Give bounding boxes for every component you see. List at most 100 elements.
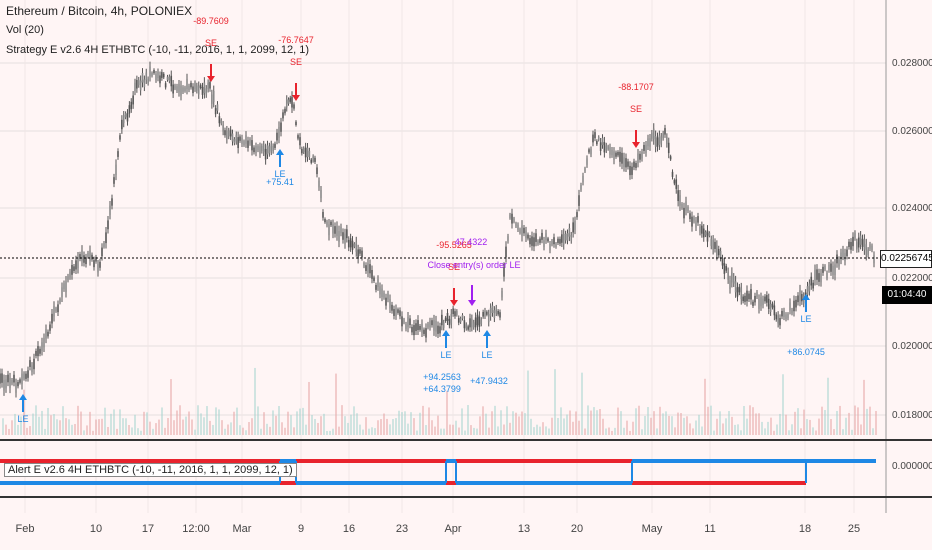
volume-bar	[11, 420, 13, 435]
strategy-legend[interactable]: Strategy E v2.6 4H ETHBTC (-10, -11, 201…	[6, 44, 310, 56]
volume-bar	[17, 424, 19, 435]
candle-body	[499, 312, 501, 318]
volume-bar	[167, 418, 169, 435]
volume-bar	[647, 407, 649, 435]
candle-body	[346, 229, 348, 239]
candle-body	[377, 279, 379, 288]
candle-body	[489, 307, 492, 317]
volume-bar	[458, 427, 460, 435]
candle-body	[844, 252, 846, 262]
volume-bar	[245, 430, 247, 435]
candle-body	[132, 95, 134, 105]
volume-bar	[464, 430, 466, 435]
volume-bar	[143, 411, 145, 435]
candle-body	[814, 269, 816, 281]
candle-body	[197, 85, 200, 95]
symbol-title[interactable]: Ethereum / Bitcoin, 4h, POLONIEX	[6, 4, 193, 18]
candle-body	[623, 157, 625, 167]
volume-bar	[83, 430, 85, 435]
candle-body	[399, 310, 401, 317]
volume-bar	[386, 418, 388, 435]
volume-bar	[218, 409, 220, 435]
candle-body	[17, 382, 19, 387]
candle-body	[590, 149, 592, 155]
candle-body	[461, 314, 464, 319]
candle-body	[304, 147, 307, 158]
candle-body	[253, 147, 255, 153]
le-label: LE	[274, 169, 285, 179]
candle-body	[551, 240, 553, 245]
candle-body	[69, 271, 71, 278]
candle-body	[609, 147, 611, 155]
volume-bar	[500, 410, 502, 435]
candle-body	[155, 74, 157, 80]
le-label: LE	[440, 350, 451, 360]
candle-body	[293, 104, 295, 109]
volume-bar	[344, 416, 346, 435]
candle-body	[669, 156, 672, 160]
candle-body	[101, 247, 103, 257]
volume-bar	[488, 427, 490, 435]
candle-body	[582, 175, 584, 183]
volume-bar	[293, 427, 295, 435]
candle-body	[284, 108, 286, 114]
volume-bar	[287, 411, 289, 435]
volume-bar	[845, 417, 847, 435]
time-tick-label: 17	[142, 523, 154, 535]
candle-body	[314, 157, 316, 162]
candle-body	[801, 294, 803, 302]
candle-body	[369, 264, 371, 274]
price-tick-label: 0.02800000	[892, 58, 932, 69]
volume-bar	[377, 420, 379, 435]
candle-body	[145, 72, 148, 81]
candle-body	[0, 373, 1, 384]
candle-body	[226, 130, 228, 140]
candle-body	[869, 244, 871, 249]
volume-bar	[29, 426, 31, 435]
le-label: LE	[800, 314, 811, 324]
candle-body	[746, 290, 748, 302]
volume-bar	[836, 410, 838, 435]
candle-body	[291, 96, 293, 108]
candle-body	[775, 314, 778, 320]
candle-body	[706, 230, 709, 242]
candle-body	[687, 207, 689, 212]
candle-body	[656, 137, 659, 147]
candle-body	[842, 249, 844, 257]
se-arrow-head	[292, 95, 300, 101]
candle-body	[312, 156, 314, 161]
volume-bar	[638, 405, 640, 435]
volume-bar	[185, 416, 187, 435]
candle-body	[75, 260, 77, 270]
se-value-label: -95.5265	[436, 240, 472, 250]
volume-bar	[335, 373, 337, 435]
volume-bar	[800, 428, 802, 435]
volume-bar	[806, 419, 808, 435]
candle-body	[748, 293, 750, 300]
le-value-label: +75.41	[266, 177, 294, 187]
candle-body	[235, 134, 238, 142]
volume-bar	[215, 407, 217, 435]
alert-pane-legend[interactable]: Alert E v2.6 4H ETHBTC (-10, -11, 2016, …	[4, 463, 297, 477]
candle-body	[59, 299, 61, 303]
candle-body	[846, 249, 848, 257]
volume-legend[interactable]: Vol (20)	[6, 24, 44, 36]
volume-bar	[242, 427, 244, 435]
volume-bar	[311, 415, 313, 435]
candle-body	[162, 73, 165, 78]
candle-body	[631, 166, 633, 175]
candle-body	[186, 78, 188, 90]
volume-bar	[182, 419, 184, 435]
price-tick-label: 0.02000000	[892, 341, 932, 352]
volume-bar	[665, 411, 667, 435]
volume-bar	[209, 420, 211, 435]
candle-body	[808, 283, 811, 292]
candle-body	[675, 179, 678, 189]
price-tick-label: 0.02200000	[892, 273, 932, 284]
volume-bar	[797, 408, 799, 435]
candle-body	[411, 326, 413, 333]
candle-body	[666, 136, 668, 145]
volume-bar	[188, 411, 190, 435]
candle-body	[637, 153, 639, 163]
